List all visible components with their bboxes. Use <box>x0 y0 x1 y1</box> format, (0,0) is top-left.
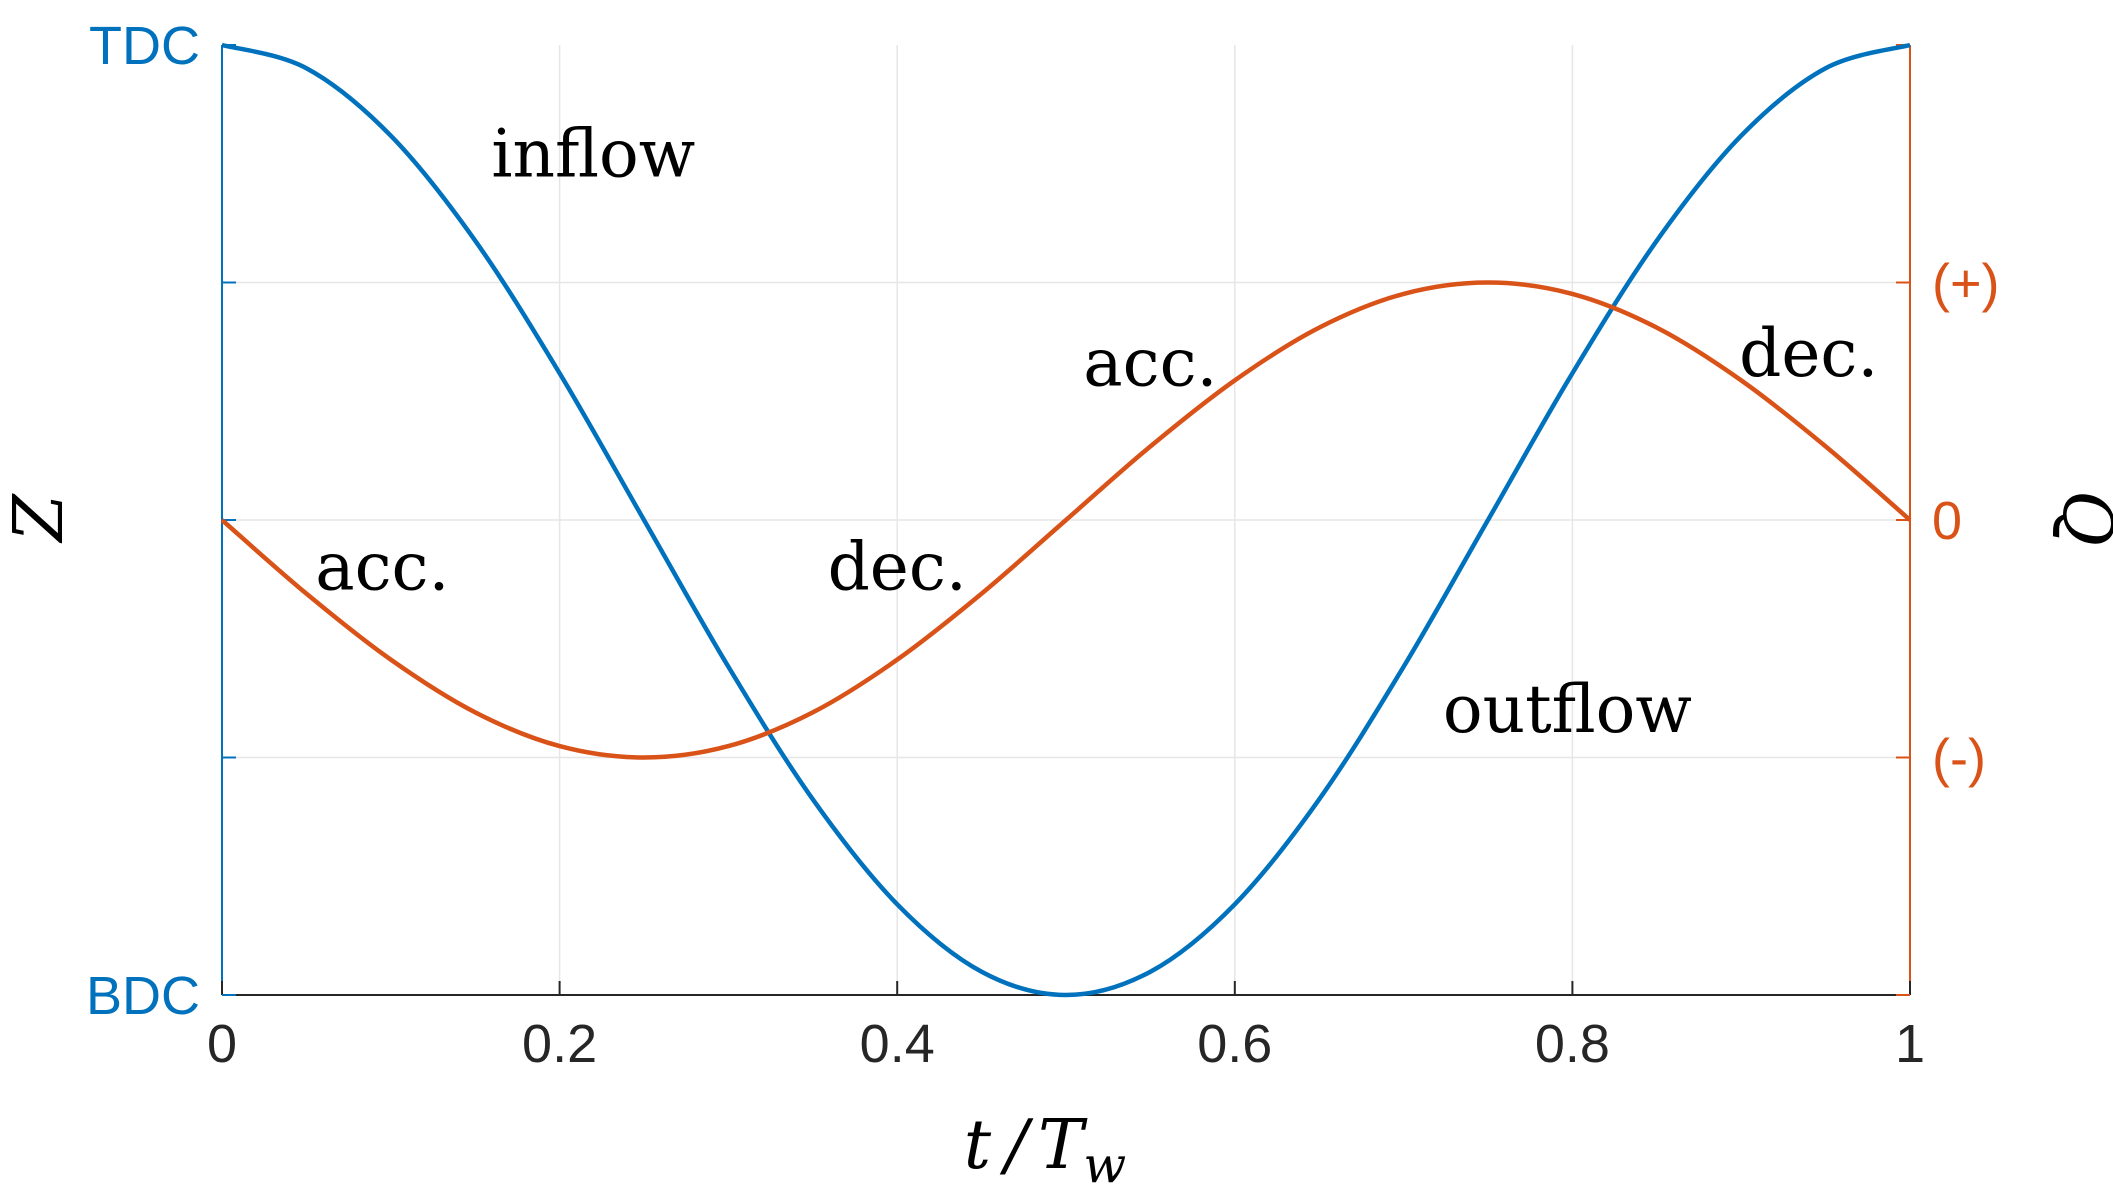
y-axis-right-label: Q <box>2047 490 2113 546</box>
x-tick-label-0: 0 <box>207 1014 237 1074</box>
left-tick-label-0: TDC <box>89 16 200 76</box>
right-tick-labels: (+) 0 (-) <box>1932 254 2000 789</box>
y-axis-left-label: Z <box>0 493 79 544</box>
x-tick-labels: 0 0.2 0.4 0.6 0.8 1 <box>207 1014 1925 1074</box>
right-tick-label-1: 0 <box>1932 491 1962 551</box>
x-tick-label-5: 1 <box>1895 1014 1925 1074</box>
x-axis-label-sub: w <box>1083 1136 1126 1191</box>
x-axis-label: t / Tw <box>964 1106 1126 1191</box>
annotation-2: acc. <box>315 529 449 606</box>
left-tick-label-1: BDC <box>86 966 200 1026</box>
annotation-4: acc. <box>1083 324 1217 401</box>
annotation-1: outflow <box>1443 671 1692 748</box>
right-tick-label-2: (-) <box>1932 729 1986 789</box>
annotation-0: inflow <box>491 115 695 192</box>
x-tick-label-4: 0.8 <box>1535 1014 1610 1074</box>
series-lines <box>220 42 1912 998</box>
series-line-q <box>220 280 1912 760</box>
annotations: inflow outflow acc. dec. acc. dec. <box>315 115 1878 748</box>
left-tick-labels: TDC BDC <box>86 16 200 1026</box>
x-tick-label-1: 0.2 <box>522 1014 597 1074</box>
annotation-5: dec. <box>1739 315 1878 392</box>
x-axis-label-t: t <box>964 1106 992 1185</box>
x-tick-label-3: 0.6 <box>1197 1014 1272 1074</box>
annotation-3: dec. <box>828 529 967 606</box>
x-axis-label-T: T <box>1038 1106 1088 1185</box>
x-tick-label-2: 0.4 <box>860 1014 935 1074</box>
x-axis-label-slash: / <box>999 1106 1034 1185</box>
right-tick-label-0: (+) <box>1932 254 2000 314</box>
